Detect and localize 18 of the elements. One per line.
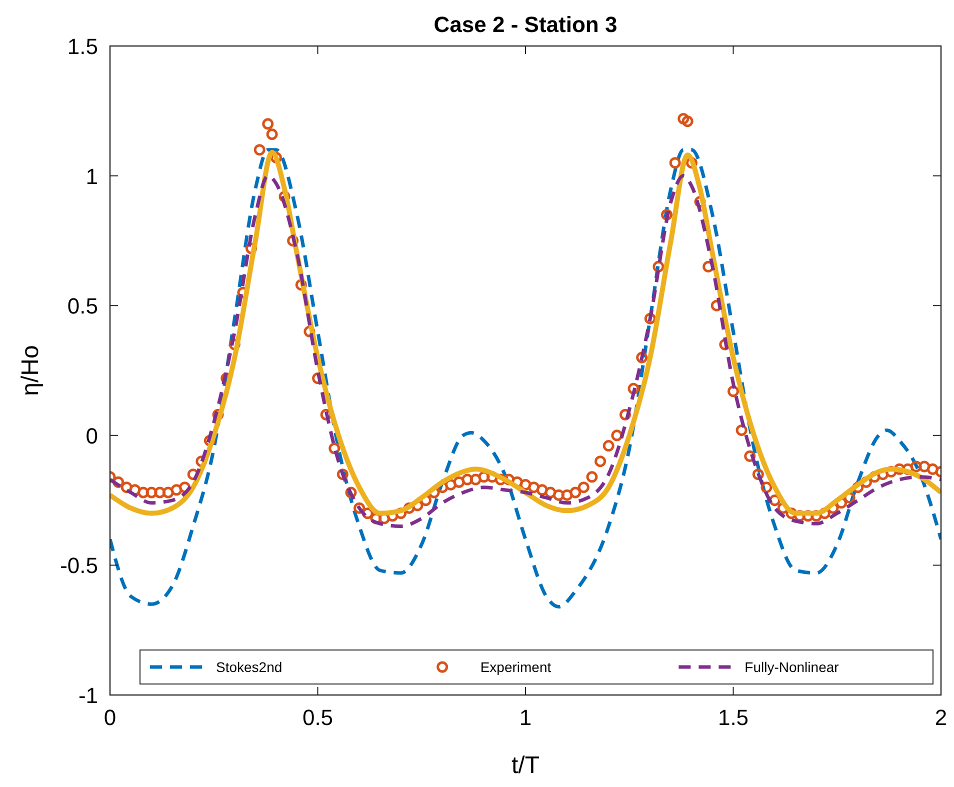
line-series bbox=[110, 148, 941, 608]
x-tick-label: 0.5 bbox=[302, 705, 334, 730]
y-tick-label: 0 bbox=[86, 423, 98, 448]
y-tick-label: -0.5 bbox=[60, 553, 98, 578]
x-tick-label: 1.5 bbox=[718, 705, 749, 730]
x-tick-label: 0 bbox=[104, 705, 116, 730]
x-tick-label: 1 bbox=[519, 705, 532, 730]
y-tick-label: 1.5 bbox=[67, 34, 98, 59]
x-axis-title: t/T bbox=[512, 752, 540, 779]
legend-label: Experiment bbox=[480, 659, 552, 675]
y-axis-title: η/Ho bbox=[17, 345, 44, 396]
y-tick-label: 0.5 bbox=[67, 294, 98, 319]
chart-title: Case 2 - Station 3 bbox=[434, 12, 618, 37]
y-tick-label: -1 bbox=[78, 683, 98, 708]
x-tick-label: 2 bbox=[934, 705, 948, 730]
legend-label: Stokes2nd bbox=[216, 659, 282, 675]
y-tick-label: 1 bbox=[86, 164, 98, 189]
legend-label: Fully-Nonlinear bbox=[744, 659, 840, 675]
